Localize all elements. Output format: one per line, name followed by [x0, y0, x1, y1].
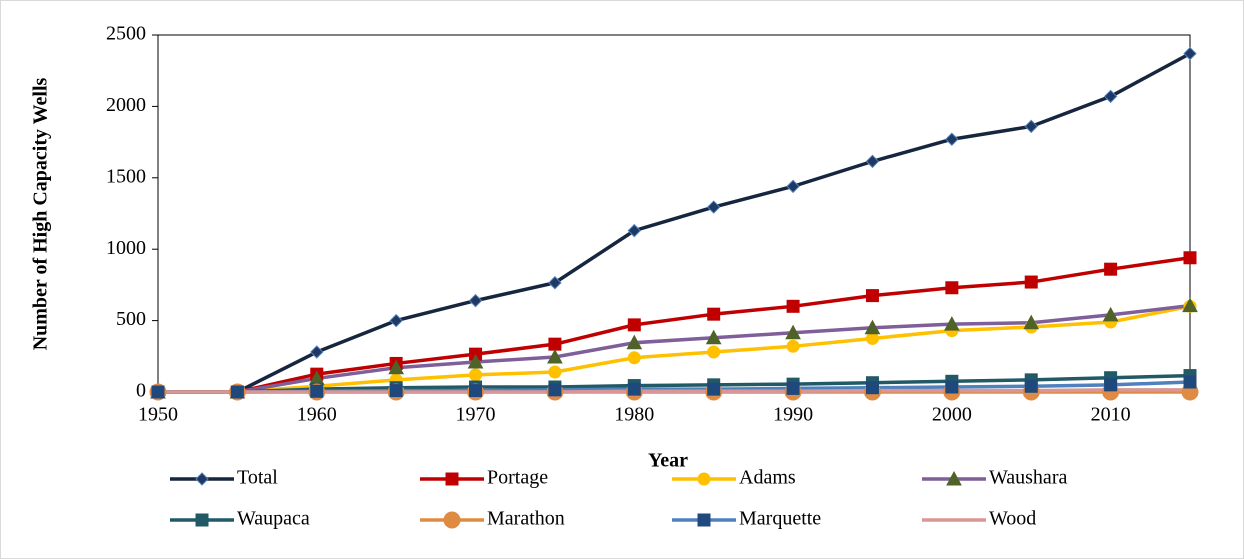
marker — [865, 331, 879, 345]
y-axis-label: Number of High Capacity Wells — [30, 77, 52, 350]
marker — [1024, 275, 1038, 289]
legend-label: Adams — [739, 467, 796, 489]
marker — [865, 289, 879, 303]
series-line — [158, 52, 1191, 394]
legend-label: Waupaca — [237, 508, 310, 530]
legend-marker — [946, 470, 962, 486]
y-tick-label: 1500 — [106, 165, 146, 187]
marker — [548, 276, 562, 290]
marker — [627, 382, 641, 396]
marker — [1183, 251, 1197, 265]
x-tick-label: 1970 — [456, 404, 496, 426]
x-tick-label: 2010 — [1091, 404, 1131, 426]
marker — [786, 339, 800, 353]
x-tick-label: 1990 — [773, 404, 813, 426]
marker — [707, 307, 721, 321]
marker — [627, 318, 641, 332]
marker — [785, 324, 801, 340]
legend-marker — [697, 513, 711, 527]
marker — [230, 385, 244, 399]
series-line — [158, 373, 1191, 394]
marker — [707, 345, 721, 359]
legend-marker — [195, 472, 209, 486]
y-tick-label: 1000 — [106, 237, 146, 259]
marker — [548, 337, 562, 351]
marker — [1024, 119, 1038, 134]
marker — [945, 132, 959, 146]
legend-label: Portage — [487, 467, 548, 489]
marker — [1182, 297, 1198, 313]
marker — [389, 313, 403, 328]
marker — [1183, 375, 1197, 389]
marker — [151, 385, 165, 399]
marker — [786, 381, 800, 395]
legend-label: Waushara — [989, 467, 1067, 489]
series-line — [158, 303, 1191, 394]
marker — [310, 345, 324, 359]
legend-marker — [445, 472, 459, 486]
legend-marker — [195, 513, 209, 527]
marker — [469, 368, 483, 382]
marker — [1102, 306, 1119, 322]
marker — [468, 293, 483, 308]
marker — [548, 383, 562, 397]
marker — [627, 351, 641, 365]
x-tick-label: 2000 — [932, 404, 972, 426]
legend-label: Marathon — [487, 508, 565, 530]
marker — [1024, 379, 1038, 393]
x-tick-label: 1950 — [138, 404, 178, 426]
marker — [865, 381, 879, 395]
marker — [707, 382, 721, 396]
marker — [1103, 89, 1118, 104]
marker — [627, 223, 642, 238]
y-tick-label: 2500 — [106, 23, 146, 45]
marker — [1104, 378, 1118, 392]
marker — [1023, 314, 1040, 330]
marker — [945, 380, 959, 394]
marker — [469, 384, 483, 398]
marker — [705, 329, 722, 345]
series-line — [158, 304, 1191, 394]
marker — [945, 281, 959, 295]
series-line — [158, 256, 1191, 394]
marker — [786, 179, 800, 194]
marker — [548, 365, 562, 379]
legend-label: Total — [237, 467, 278, 489]
marker — [1104, 262, 1118, 276]
marker — [310, 384, 324, 398]
y-tick-label: 500 — [116, 308, 146, 330]
x-axis-label: Year — [648, 450, 688, 472]
marker — [865, 154, 880, 169]
x-tick-label: 1980 — [614, 404, 654, 426]
legend-marker — [697, 472, 711, 486]
marker — [1183, 46, 1197, 61]
marker — [388, 359, 404, 375]
marker — [786, 299, 800, 313]
series-line — [158, 388, 1190, 394]
y-tick-label: 0 — [136, 380, 146, 402]
marker — [864, 319, 881, 335]
legend-label: Wood — [989, 508, 1036, 530]
y-tick-label: 2000 — [106, 94, 146, 116]
legend-marker — [443, 511, 461, 529]
marker — [626, 334, 643, 350]
marker — [389, 384, 403, 398]
marker — [706, 200, 721, 214]
marker — [944, 316, 960, 331]
legend-label: Marquette — [739, 508, 821, 530]
x-tick-label: 1960 — [297, 404, 337, 426]
marker — [467, 353, 484, 369]
marker — [547, 348, 563, 364]
